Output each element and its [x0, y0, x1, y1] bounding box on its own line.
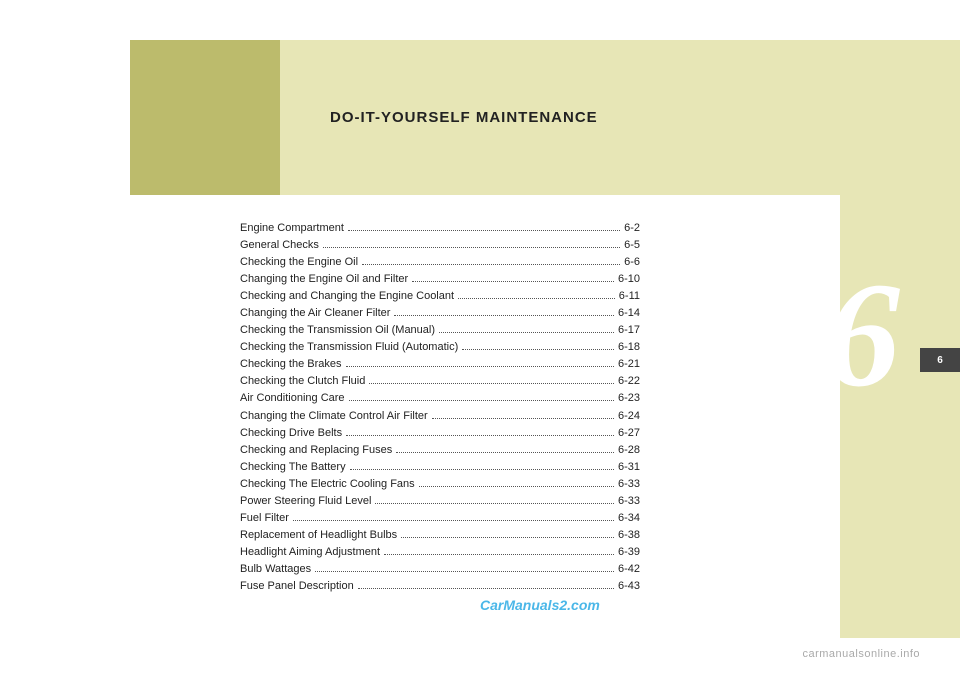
toc-page: 6-28: [618, 442, 640, 459]
toc-label: Checking the Transmission Oil (Manual): [240, 322, 435, 339]
toc-row: Changing the Air Cleaner Filter 6-14: [240, 305, 640, 322]
toc-leader-dots: [412, 281, 614, 282]
toc-page: 6-31: [618, 459, 640, 476]
toc-row: Checking the Brakes 6-21: [240, 356, 640, 373]
toc-label: Headlight Aiming Adjustment: [240, 544, 380, 561]
toc-leader-dots: [349, 400, 614, 401]
toc-leader-dots: [369, 383, 614, 384]
toc-page: 6-17: [618, 322, 640, 339]
toc-leader-dots: [458, 298, 615, 299]
toc-label: Bulb Wattages: [240, 561, 311, 578]
toc-page: 6-42: [618, 561, 640, 578]
toc-label: Checking the Transmission Fluid (Automat…: [240, 339, 458, 356]
page: 6 6 DO-IT-YOURSELF MAINTENANCE Engine Co…: [0, 0, 960, 678]
toc-page: 6-33: [618, 476, 640, 493]
toc-page: 6-5: [624, 237, 640, 254]
toc-label: Changing the Climate Control Air Filter: [240, 408, 428, 425]
toc-page: 6-22: [618, 373, 640, 390]
toc-row: Checking the Transmission Oil (Manual) 6-…: [240, 322, 640, 339]
toc-label: Checking and Changing the Engine Coolant: [240, 288, 454, 305]
toc-page: 6-6: [624, 254, 640, 271]
toc-leader-dots: [348, 230, 620, 231]
toc-row: Checking The Battery 6-31: [240, 459, 640, 476]
toc-leader-dots: [375, 503, 614, 504]
toc-leader-dots: [362, 264, 620, 265]
toc-row: Air Conditioning Care 6-23: [240, 390, 640, 407]
toc-label: Engine Compartment: [240, 220, 344, 237]
toc-leader-dots: [350, 469, 614, 470]
toc-label: Changing the Air Cleaner Filter: [240, 305, 390, 322]
toc-row: Checking Drive Belts 6-27: [240, 425, 640, 442]
table-of-contents: Engine Compartment6-2General Checks6-5Ch…: [240, 220, 640, 595]
toc-label: Checking the Clutch Fluid: [240, 373, 365, 390]
toc-page: 6-24: [618, 408, 640, 425]
toc-row: Fuel Filter 6-34: [240, 510, 640, 527]
toc-leader-dots: [419, 486, 614, 487]
toc-row: Checking the Engine Oil 6-6: [240, 254, 640, 271]
toc-leader-dots: [396, 452, 614, 453]
toc-row: Checking the Transmission Fluid (Automat…: [240, 339, 640, 356]
toc-row: Power Steering Fluid Level 6-33: [240, 493, 640, 510]
toc-row: Changing the Climate Control Air Filter 6…: [240, 408, 640, 425]
toc-page: 6-11: [619, 288, 640, 305]
toc-leader-dots: [439, 332, 614, 333]
toc-leader-dots: [293, 520, 614, 521]
page-title: DO-IT-YOURSELF MAINTENANCE: [330, 109, 598, 126]
toc-label: Replacement of Headlight Bulbs: [240, 527, 397, 544]
toc-row: General Checks 6-5: [240, 237, 640, 254]
toc-label: Checking the Brakes: [240, 356, 342, 373]
footer-text: carmanualsonline.info: [802, 648, 920, 660]
toc-page: 6-21: [618, 356, 640, 373]
toc-leader-dots: [462, 349, 614, 350]
toc-label: Checking The Battery: [240, 459, 346, 476]
toc-page: 6-23: [618, 390, 640, 407]
toc-leader-dots: [315, 571, 614, 572]
toc-label: General Checks: [240, 237, 319, 254]
toc-row: Checking and Replacing Fuses 6-28: [240, 442, 640, 459]
section-tab: 6: [920, 348, 960, 372]
toc-page: 6-43: [618, 578, 640, 595]
toc-leader-dots: [346, 366, 614, 367]
toc-row: Fuse Panel Description 6-43: [240, 578, 640, 595]
toc-row: Checking and Changing the Engine Coolant…: [240, 288, 640, 305]
toc-row: Bulb Wattages 6-42: [240, 561, 640, 578]
toc-label: Changing the Engine Oil and Filter: [240, 271, 408, 288]
header-bar: DO-IT-YOURSELF MAINTENANCE: [280, 40, 840, 195]
section-tab-label: 6: [937, 355, 943, 366]
toc-leader-dots: [323, 247, 620, 248]
toc-leader-dots: [358, 588, 614, 589]
toc-page: 6-33: [618, 493, 640, 510]
toc-row: Engine Compartment 6-2: [240, 220, 640, 237]
toc-row: Checking The Electric Cooling Fans 6-33: [240, 476, 640, 493]
toc-label: Checking the Engine Oil: [240, 254, 358, 271]
toc-page: 6-34: [618, 510, 640, 527]
toc-page: 6-2: [624, 220, 640, 237]
toc-label: Fuse Panel Description: [240, 578, 354, 595]
toc-leader-dots: [401, 537, 614, 538]
toc-row: Headlight Aiming Adjustment 6-39: [240, 544, 640, 561]
toc-label: Air Conditioning Care: [240, 390, 345, 407]
toc-row: Changing the Engine Oil and Filter 6-10: [240, 271, 640, 288]
toc-leader-dots: [394, 315, 614, 316]
toc-page: 6-39: [618, 544, 640, 561]
toc-leader-dots: [346, 435, 614, 436]
toc-leader-dots: [432, 418, 614, 419]
toc-page: 6-27: [618, 425, 640, 442]
toc-row: Replacement of Headlight Bulbs 6-38: [240, 527, 640, 544]
toc-page: 6-38: [618, 527, 640, 544]
toc-label: Checking and Replacing Fuses: [240, 442, 392, 459]
toc-row: Checking the Clutch Fluid 6-22: [240, 373, 640, 390]
chapter-number: 6: [825, 260, 900, 410]
toc-label: Checking The Electric Cooling Fans: [240, 476, 415, 493]
toc-label: Checking Drive Belts: [240, 425, 342, 442]
toc-label: Power Steering Fluid Level: [240, 493, 371, 510]
toc-page: 6-10: [618, 271, 640, 288]
toc-page: 6-14: [618, 305, 640, 322]
toc-label: Fuel Filter: [240, 510, 289, 527]
watermark-text: CarManuals2.com: [480, 597, 600, 613]
toc-page: 6-18: [618, 339, 640, 356]
toc-leader-dots: [384, 554, 614, 555]
header-accent-block: [130, 40, 280, 195]
